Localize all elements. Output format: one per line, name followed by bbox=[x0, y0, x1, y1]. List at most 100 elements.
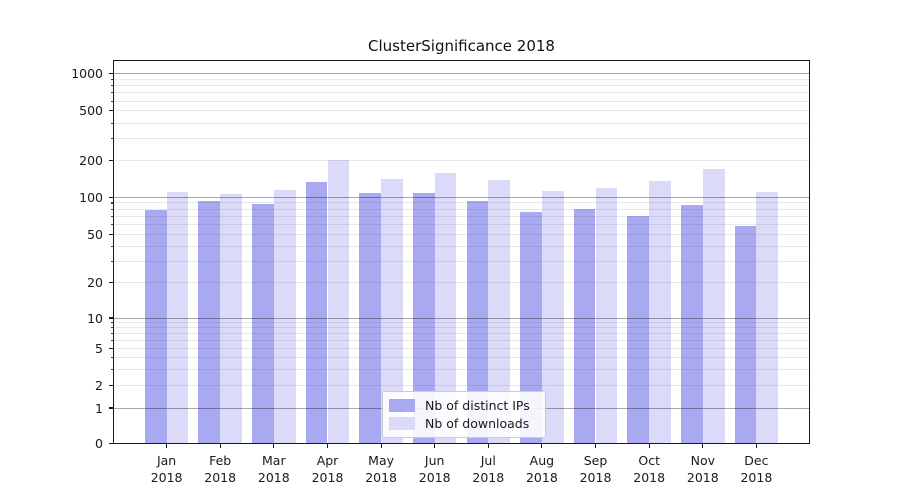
y-tick-label: 0 bbox=[95, 436, 103, 451]
gridline-minor bbox=[114, 333, 809, 335]
y-tick bbox=[109, 442, 113, 445]
x-tick bbox=[166, 443, 168, 448]
y-minor-tick bbox=[111, 245, 113, 247]
legend-label-downloads: Nb of downloads bbox=[425, 415, 530, 431]
y-minor-tick bbox=[111, 322, 113, 324]
bar-distinct-ips bbox=[198, 200, 221, 444]
y-tick-label: 2 bbox=[95, 378, 103, 393]
bar-distinct-ips bbox=[412, 192, 435, 444]
y-tick bbox=[109, 160, 113, 162]
bar-downloads bbox=[702, 169, 725, 444]
gridline-minor bbox=[114, 100, 809, 102]
y-tick bbox=[109, 281, 113, 283]
gridline-minor bbox=[114, 84, 809, 86]
x-tick bbox=[541, 443, 543, 448]
legend-item-distinct-ips: Nb of distinct IPs bbox=[389, 397, 536, 415]
bar-downloads bbox=[327, 159, 350, 444]
gridline-major bbox=[114, 317, 809, 319]
y-tick-label: 100 bbox=[79, 189, 103, 205]
plot-border bbox=[113, 60, 810, 444]
gridline-minor bbox=[114, 245, 809, 247]
gridline-minor bbox=[114, 233, 809, 235]
x-tick-label: Sep 2018 bbox=[579, 453, 612, 485]
bar-downloads bbox=[488, 180, 511, 444]
x-tick-label: Dec 2018 bbox=[740, 453, 773, 485]
x-tick bbox=[648, 443, 650, 448]
chart-title: ClusterSignificance 2018 bbox=[368, 37, 555, 55]
gridline-minor bbox=[114, 322, 809, 324]
y-tick-label: 10 bbox=[87, 310, 103, 326]
gridline-minor bbox=[114, 92, 809, 94]
y-tick bbox=[109, 233, 113, 235]
y-tick bbox=[109, 317, 113, 319]
y-tick bbox=[109, 384, 113, 387]
y-minor-tick bbox=[111, 224, 113, 226]
y-tick-label: 50 bbox=[87, 226, 103, 242]
x-tick bbox=[594, 443, 597, 448]
x-tick-label: Oct 2018 bbox=[633, 453, 666, 485]
y-minor-tick bbox=[111, 92, 113, 94]
y-minor-tick bbox=[111, 333, 113, 335]
x-tick-label: Nov 2018 bbox=[686, 453, 719, 485]
y-minor-tick bbox=[111, 202, 113, 204]
bar-downloads bbox=[595, 188, 618, 444]
gridline-minor bbox=[114, 122, 809, 124]
bar-distinct-ips bbox=[520, 212, 542, 444]
y-minor-tick bbox=[111, 260, 113, 262]
gridline-minor bbox=[114, 202, 809, 204]
y-tick-label: 20 bbox=[87, 274, 103, 290]
x-tick bbox=[434, 443, 436, 448]
gridline-minor bbox=[114, 208, 809, 210]
bar-downloads bbox=[434, 172, 457, 444]
gridline-minor bbox=[114, 281, 809, 283]
y-minor-tick bbox=[111, 327, 113, 329]
bar-distinct-ips bbox=[681, 204, 703, 444]
bar-distinct-ips bbox=[359, 192, 382, 444]
bar-distinct-ips bbox=[144, 209, 167, 444]
y-minor-tick bbox=[111, 100, 113, 102]
gridline-minor bbox=[114, 138, 809, 140]
gridline-major bbox=[114, 72, 809, 74]
bar-distinct-ips bbox=[466, 200, 489, 444]
y-tick-label: 5 bbox=[95, 341, 103, 356]
x-tick bbox=[219, 443, 221, 448]
y-tick-label: 1 bbox=[95, 400, 103, 416]
legend-swatch-distinct-ips bbox=[389, 399, 415, 413]
y-tick bbox=[109, 72, 113, 74]
y-minor-tick bbox=[111, 368, 113, 370]
y-minor-tick bbox=[111, 340, 113, 342]
legend: Nb of distinct IPs Nb of downloads bbox=[382, 391, 546, 438]
gridline-minor bbox=[114, 340, 809, 341]
y-minor-tick bbox=[111, 84, 113, 87]
gridline-minor bbox=[114, 357, 809, 358]
y-tick bbox=[109, 347, 113, 350]
x-tick-label: Jul 2018 bbox=[472, 453, 505, 485]
gridline-minor bbox=[114, 224, 809, 226]
y-tick bbox=[109, 196, 113, 198]
gridline-minor bbox=[114, 110, 809, 112]
legend-swatch-downloads bbox=[389, 416, 415, 430]
x-tick bbox=[487, 443, 489, 448]
bar-downloads bbox=[273, 190, 296, 444]
y-tick bbox=[109, 110, 113, 112]
gridline-minor bbox=[114, 327, 809, 329]
x-tick-label: May 2018 bbox=[365, 453, 397, 485]
bar-distinct-ips bbox=[573, 209, 596, 444]
bar-distinct-ips bbox=[252, 203, 274, 444]
y-tick-label: 200 bbox=[79, 153, 103, 169]
bar-downloads bbox=[166, 192, 189, 444]
gridline-minor bbox=[114, 260, 809, 262]
bar-downloads bbox=[756, 192, 779, 444]
x-tick bbox=[326, 443, 329, 448]
bar-distinct-ips bbox=[627, 216, 650, 444]
x-tick bbox=[702, 443, 704, 448]
bar-downloads bbox=[649, 180, 671, 444]
gridline-major bbox=[114, 196, 809, 198]
legend-item-downloads: Nb of downloads bbox=[389, 415, 536, 433]
legend-label-distinct-ips: Nb of distinct IPs bbox=[425, 398, 530, 414]
y-minor-tick bbox=[111, 215, 113, 218]
bar-distinct-ips bbox=[734, 225, 757, 444]
gridline-minor bbox=[114, 215, 809, 217]
x-tick bbox=[755, 443, 757, 448]
